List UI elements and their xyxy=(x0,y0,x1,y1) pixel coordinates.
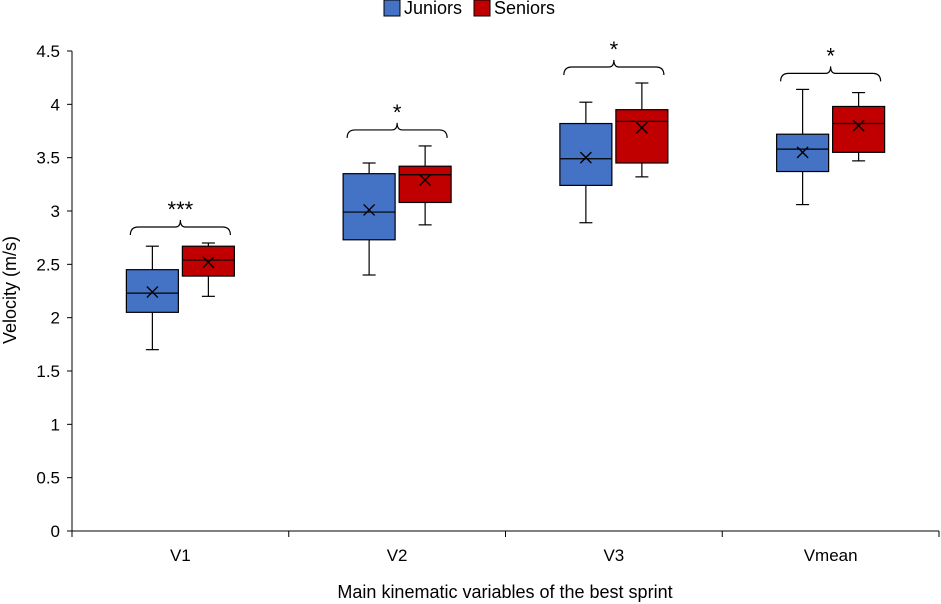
y-tick-label: 4.5 xyxy=(36,42,60,61)
mean-marker xyxy=(202,256,215,269)
legend: Juniors Seniors xyxy=(383,0,555,18)
box-seniors xyxy=(398,145,452,226)
significance-label: * xyxy=(610,37,619,62)
box-iqr xyxy=(398,165,452,204)
box-seniors xyxy=(181,242,235,297)
y-axis-title: Velocity (m/s) xyxy=(0,236,20,344)
significance-bracket xyxy=(780,66,882,82)
box-iqr xyxy=(125,269,179,313)
significance-bracket xyxy=(563,59,665,76)
box-iqr xyxy=(342,173,396,241)
mean-marker xyxy=(796,146,809,159)
box-iqr xyxy=(559,122,613,186)
mean-marker xyxy=(419,174,432,187)
legend-label-seniors: Seniors xyxy=(494,0,555,18)
x-category-label: V3 xyxy=(603,546,624,565)
y-ticks: 0 0.5 1 1.5 2 2.5 3 3.5 4 4.5 xyxy=(36,42,72,541)
significance-label: * xyxy=(393,100,402,125)
y-tick-label: 3 xyxy=(51,202,60,221)
box-juniors xyxy=(125,245,179,351)
box-seniors xyxy=(615,82,669,178)
mean-marker xyxy=(146,286,159,299)
y-tick-label: 4 xyxy=(51,95,60,114)
y-tick-label: 2.5 xyxy=(36,255,60,274)
box-juniors xyxy=(342,162,396,276)
mean-marker xyxy=(852,119,865,132)
significance-label: * xyxy=(826,43,835,68)
box-iqr xyxy=(615,109,669,164)
mean-marker xyxy=(363,203,376,216)
y-tick-label: 0 xyxy=(51,522,60,541)
x-categories: V1 V2 V3 Vmean xyxy=(71,531,940,565)
mean-marker xyxy=(635,121,648,134)
x-category-label: V1 xyxy=(170,546,191,565)
significance-bracket xyxy=(346,122,448,138)
legend-swatch-seniors xyxy=(473,0,491,17)
box-juniors xyxy=(776,88,830,206)
x-axis-title: Main kinematic variables of the best spr… xyxy=(337,582,672,602)
y-tick-label: 2 xyxy=(51,309,60,328)
significance-label: *** xyxy=(168,197,194,222)
y-tick-label: 1 xyxy=(51,415,60,434)
box-seniors xyxy=(832,91,886,162)
significance-bracket xyxy=(129,219,231,236)
box-iqr xyxy=(832,105,886,153)
legend-label-juniors: Juniors xyxy=(404,0,462,18)
box-iqr xyxy=(181,245,235,277)
box-juniors xyxy=(559,101,613,224)
x-category-label: V2 xyxy=(387,546,408,565)
x-category-label: Vmean xyxy=(804,546,858,565)
plot-area: ***** * xyxy=(125,37,886,351)
legend-swatch-juniors xyxy=(383,0,401,17)
y-tick-label: 3.5 xyxy=(36,149,60,168)
y-tick-label: 0.5 xyxy=(36,469,60,488)
y-tick-label: 1.5 xyxy=(36,362,60,381)
mean-marker xyxy=(579,151,592,164)
